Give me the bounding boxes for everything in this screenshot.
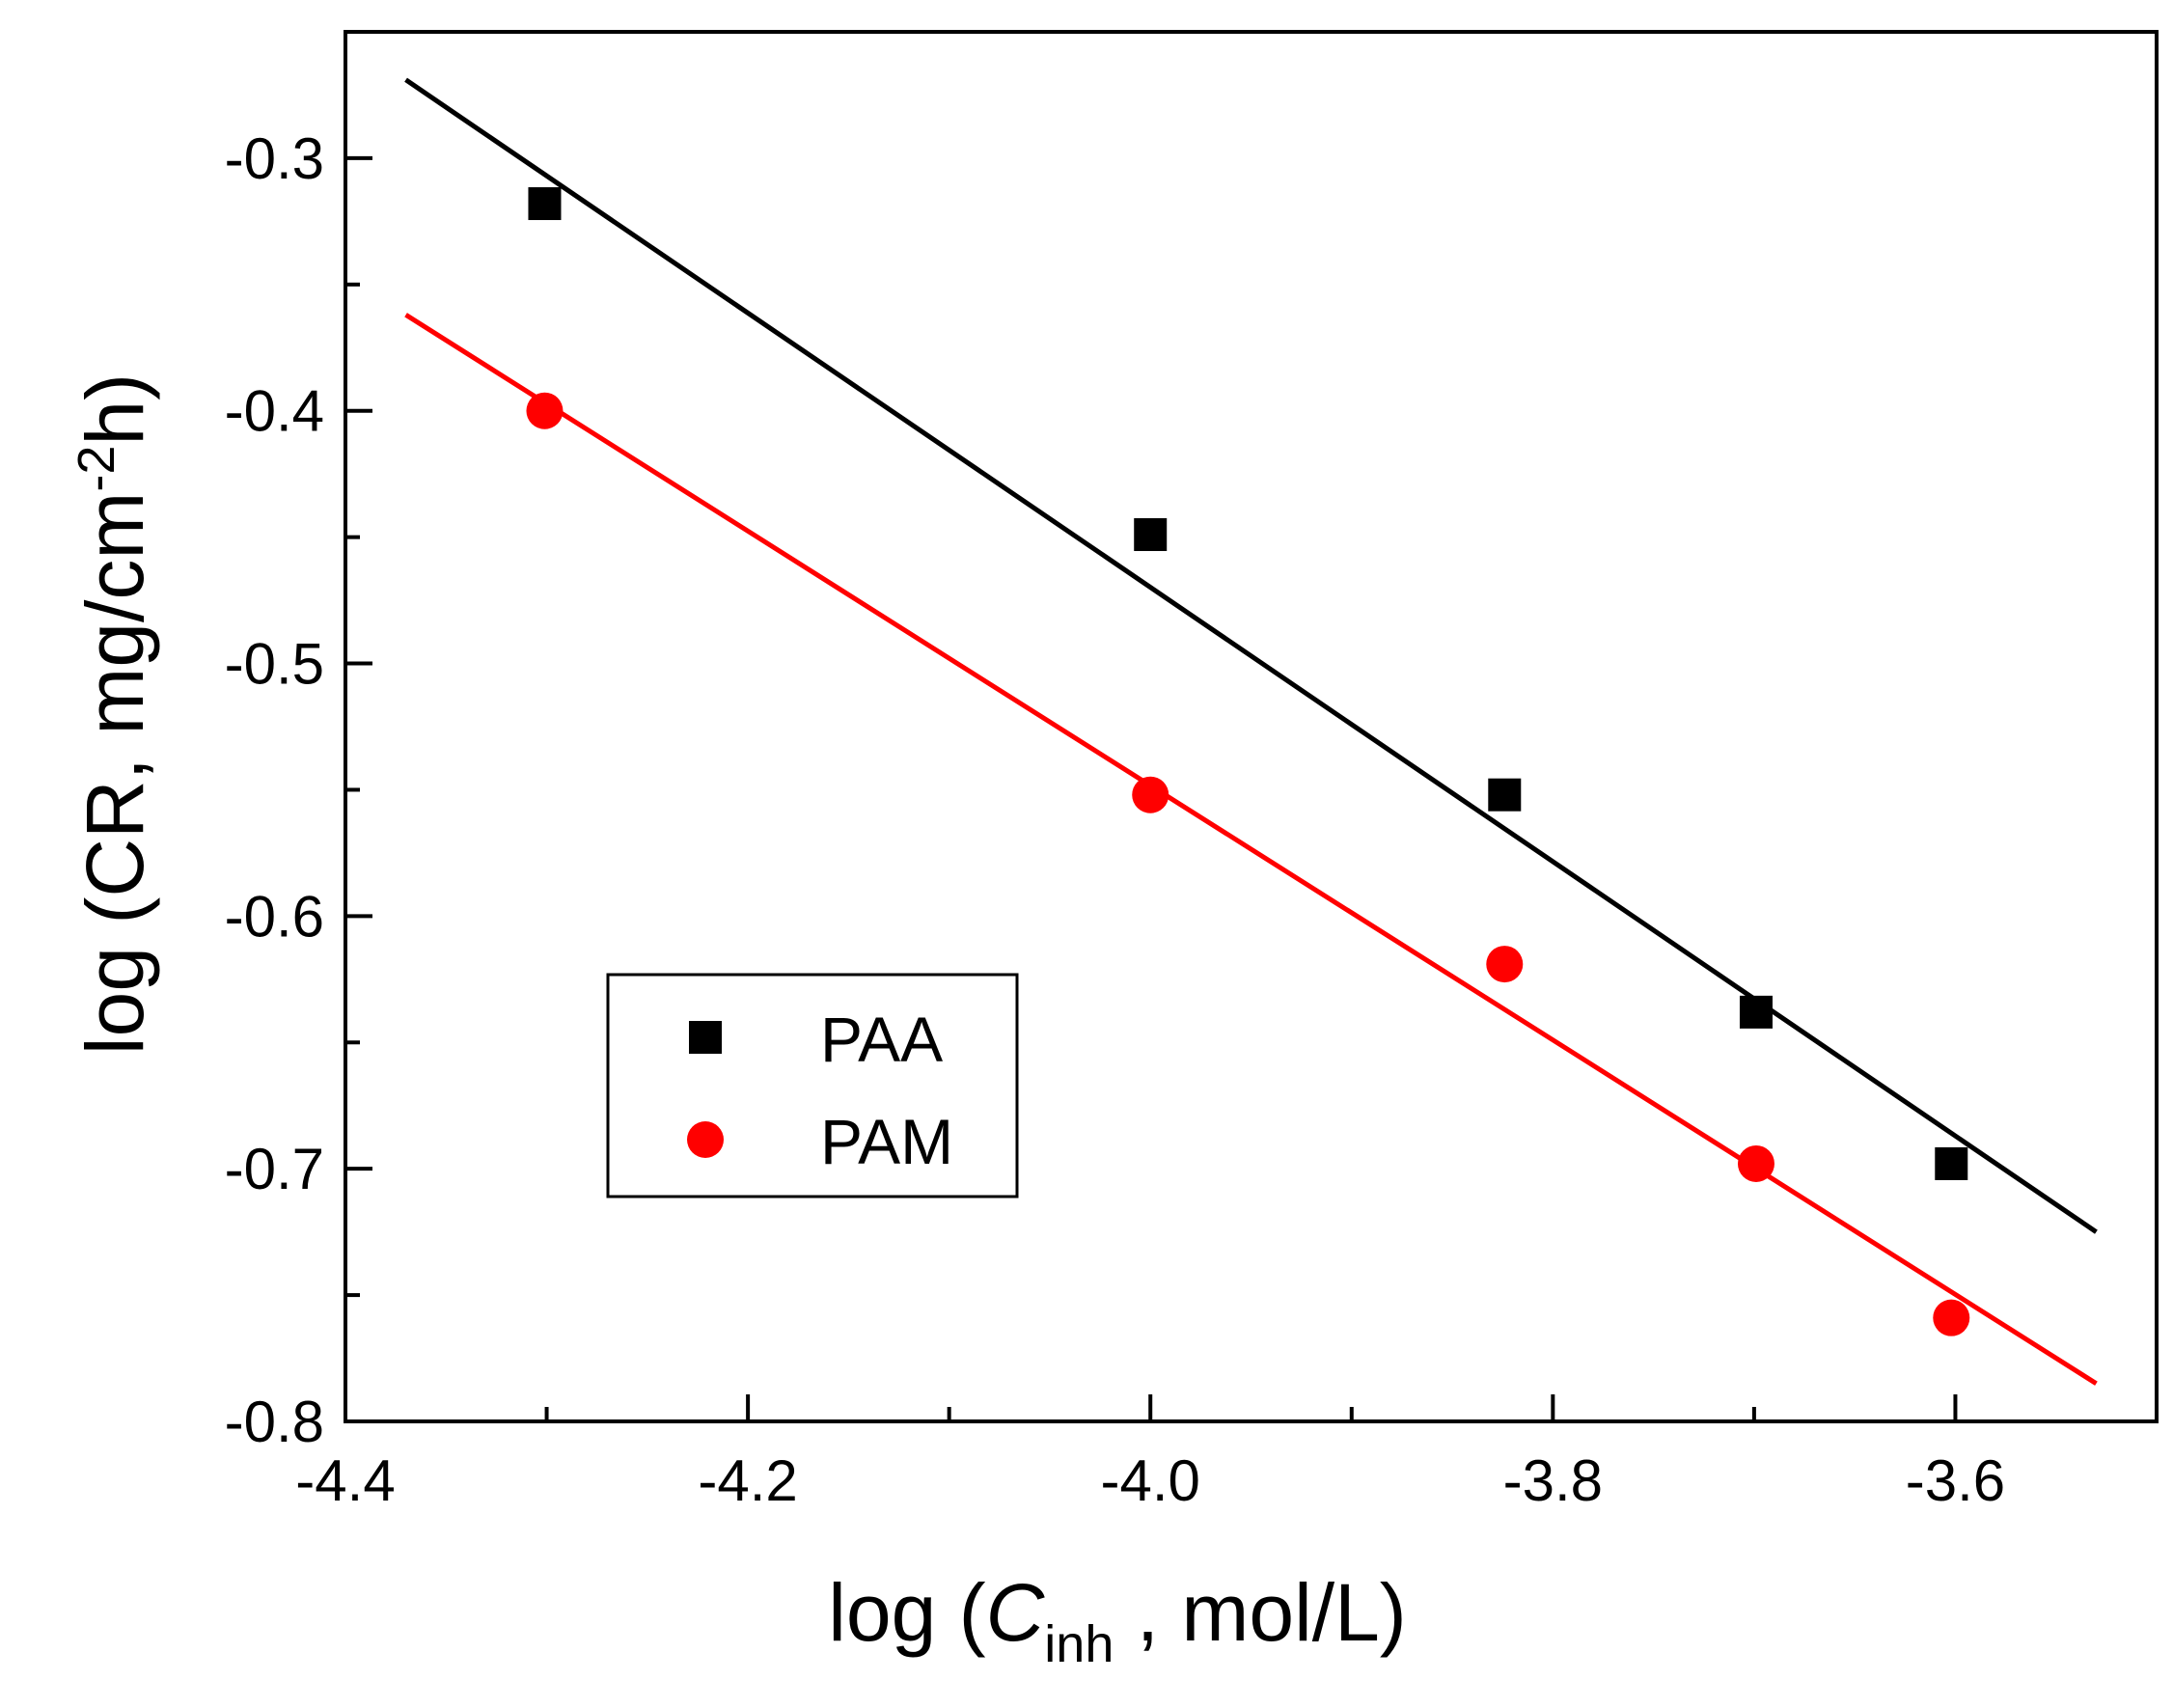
y-tick-label: -0.7 [225, 1137, 324, 1201]
x-tick-label: -4.0 [1101, 1448, 1200, 1513]
pam-data-point [526, 392, 564, 429]
fit-lines [404, 77, 2098, 1386]
plot-frame [344, 30, 2159, 1423]
legend-frame [606, 973, 1019, 1198]
y-tick-label: -0.5 [225, 632, 324, 697]
y-axis-ticks: -0.8 -0.7 -0.6 -0.5 -0.4 -0.3 [225, 30, 372, 1454]
paa-fit-line [404, 77, 2098, 1234]
x-tick-label: -4.4 [295, 1448, 395, 1513]
y-tick-label: -0.3 [225, 126, 324, 191]
y-tick-label: -0.4 [225, 379, 324, 444]
y-tick-label: -0.8 [225, 1390, 324, 1454]
y-axis-title: log (CR, mg/cm-2h) [68, 373, 160, 1055]
paa-data-point [1935, 1146, 1968, 1180]
pam-data-point [1486, 946, 1524, 983]
pam-fit-line [404, 313, 2098, 1386]
y-tick-label: -0.6 [225, 884, 324, 949]
legend-pam-label: PAM [820, 1106, 953, 1177]
x-axis-title: log (Cinh , mol/L) [828, 1567, 1407, 1673]
x-tick-label: -3.6 [1906, 1448, 2005, 1513]
legend: PAA PAM [606, 973, 1019, 1198]
paa-data-point [1134, 518, 1168, 552]
pam-data-point [1737, 1144, 1774, 1182]
x-tick-label: -4.2 [698, 1448, 797, 1513]
pam-data-point [1933, 1299, 1970, 1336]
legend-paa-marker [689, 1021, 722, 1054]
pam-data-point [1132, 776, 1169, 813]
paa-data-point [1488, 778, 1522, 812]
x-axis-ticks: -4.4 -4.2 -4.0 -3.8 -3.6 [295, 1394, 2159, 1513]
paa-data-point [528, 187, 562, 221]
legend-pam-marker [687, 1121, 724, 1158]
x-tick-label: -3.8 [1503, 1448, 1603, 1513]
paa-data-point [1739, 995, 1773, 1029]
legend-paa-label: PAA [820, 1004, 943, 1075]
data-markers [526, 187, 1970, 1336]
